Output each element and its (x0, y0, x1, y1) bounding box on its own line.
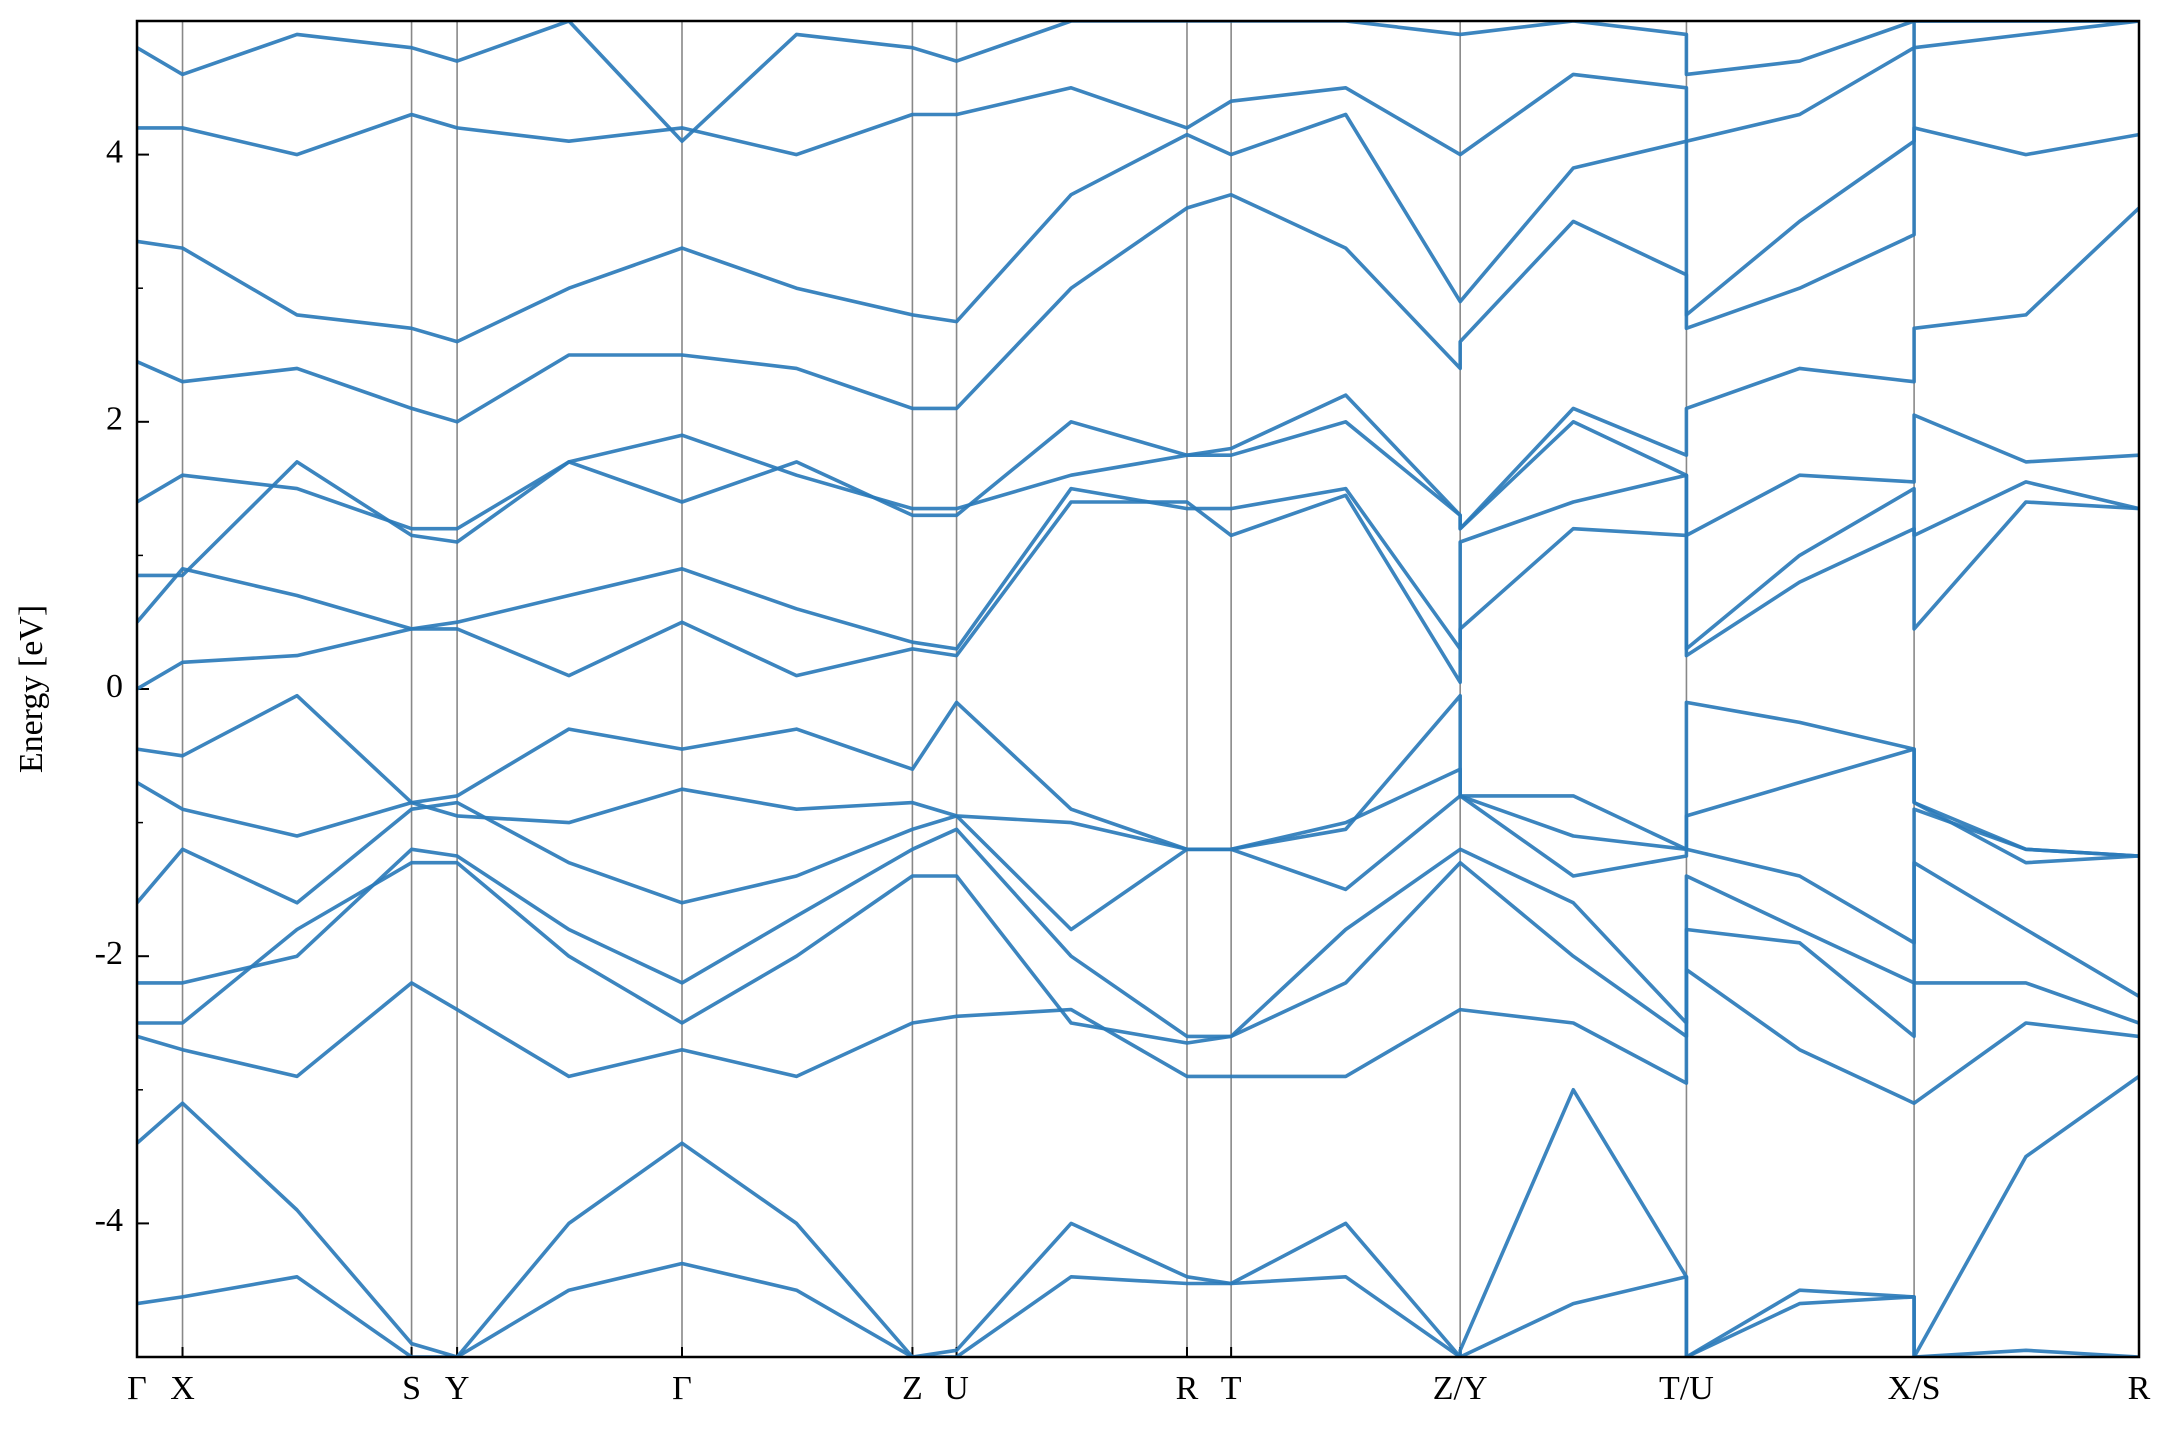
x-tick-label: R (1176, 1370, 1199, 1407)
x-tick-label: T/U (1659, 1370, 1714, 1407)
band-line (137, 21, 2139, 143)
band-line (137, 693, 2139, 858)
x-tick-label: Y (445, 1370, 470, 1407)
y-tick-label: 4 (106, 133, 123, 170)
band-line (137, 794, 2139, 945)
x-tick-label: Γ (127, 1370, 147, 1407)
y-tick-label: 2 (106, 401, 123, 438)
band-line (137, 206, 2139, 531)
band-line (137, 693, 2139, 865)
x-tick-label: X/S (1888, 1370, 1941, 1407)
y-axis-label: Energy [eV] (13, 605, 50, 773)
x-tick-label: Z (902, 1370, 923, 1407)
band-line (137, 21, 2139, 344)
band-line (137, 473, 2139, 651)
y-tick-label: 0 (106, 668, 123, 705)
y-tick-label: -4 (95, 1202, 123, 1239)
x-tick-label: X (170, 1370, 195, 1407)
x-tick-label: T (1221, 1370, 1242, 1407)
band-line (137, 21, 2139, 157)
band-line (137, 493, 2139, 691)
x-tick-label: Z/Y (1433, 1370, 1488, 1407)
band-line (137, 860, 2139, 1045)
x-tick-label: S (402, 1370, 421, 1407)
band-line (137, 827, 2139, 1039)
x-tick-label: U (944, 1370, 969, 1407)
band-line (137, 413, 2139, 578)
x-tick-label: R (2128, 1370, 2151, 1407)
band-line (137, 967, 2139, 1105)
y-tick-label: -2 (95, 935, 123, 972)
band-line (137, 1261, 2139, 1357)
bands (137, 21, 2139, 1357)
band-line (137, 126, 2139, 424)
band-line (137, 1074, 2139, 1357)
plot-frame (135, 19, 2141, 1359)
x-tick-label: Γ (672, 1370, 692, 1407)
